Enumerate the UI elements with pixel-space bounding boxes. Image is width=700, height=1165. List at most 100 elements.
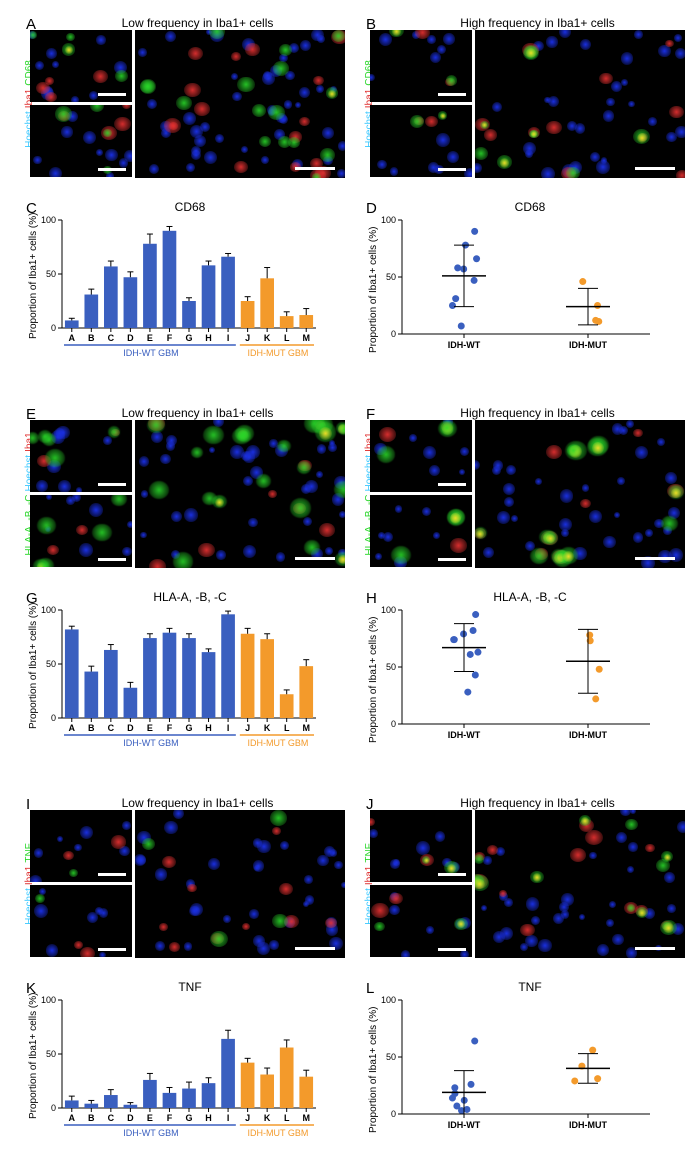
nucleus — [612, 934, 623, 945]
nucleus — [127, 521, 132, 528]
scalebar — [635, 947, 675, 950]
iba1-cell — [499, 890, 507, 897]
nucleus — [83, 131, 96, 144]
scalebar — [635, 557, 675, 560]
coloc — [338, 555, 345, 564]
marker-cell — [173, 552, 194, 568]
iba1-cell — [169, 942, 180, 951]
nucleus — [475, 460, 480, 470]
nucleus — [304, 875, 313, 884]
iba1-cell — [580, 499, 591, 509]
nucleus — [621, 52, 634, 65]
iba1-cell — [242, 923, 251, 931]
nucleus — [580, 39, 591, 50]
nucleus — [34, 848, 43, 857]
iba1-cell — [184, 83, 201, 97]
nucleus — [497, 511, 510, 524]
nucleus — [135, 854, 146, 866]
iba1-cell — [162, 856, 176, 868]
scalebar — [98, 558, 126, 561]
chart-title-C: CD68 — [60, 200, 320, 214]
marker-cell — [377, 446, 396, 463]
coloc — [447, 864, 456, 873]
iba1-cell — [520, 924, 535, 937]
iba1-cell — [187, 884, 197, 892]
nucleus — [541, 167, 554, 178]
svg-text:I: I — [227, 1113, 230, 1123]
svg-text:K: K — [264, 333, 271, 343]
iba1-cell — [371, 903, 389, 918]
nucleus — [423, 446, 436, 459]
nucleus — [401, 950, 410, 957]
nucleus — [232, 92, 241, 101]
nucleus — [339, 511, 345, 518]
nucleus — [616, 832, 627, 843]
svg-text:G: G — [185, 1113, 192, 1123]
iba1-cell — [272, 827, 281, 835]
iba1-cell — [198, 543, 214, 557]
nucleus — [79, 543, 93, 557]
nucleus — [96, 149, 103, 156]
scalebar — [438, 873, 466, 876]
nucleus — [183, 112, 196, 125]
svg-text:D: D — [127, 723, 134, 733]
marker-cell — [656, 859, 670, 872]
nucleus — [36, 480, 48, 492]
iba1-cell — [231, 52, 241, 61]
micrograph-B-large — [475, 30, 685, 178]
micrograph-I-large — [135, 810, 345, 958]
nucleus — [317, 855, 328, 866]
nucleus — [435, 831, 446, 842]
nucleus — [243, 545, 256, 558]
nucleus — [230, 445, 244, 459]
svg-text:H: H — [205, 333, 212, 343]
scalebar — [295, 947, 335, 950]
iba1-cell — [74, 941, 83, 949]
nucleus — [389, 905, 400, 916]
svg-text:50: 50 — [46, 269, 56, 279]
svg-text:D: D — [127, 1113, 134, 1123]
coloc — [671, 488, 681, 498]
scatter-chart-D: 050100IDH-WTIDH-MUT — [370, 214, 660, 358]
nucleus — [140, 532, 146, 538]
nucleus — [253, 935, 265, 947]
marker-cell — [410, 115, 424, 128]
iba1-cell — [389, 893, 403, 905]
svg-text:G: G — [185, 723, 192, 733]
nucleus — [71, 96, 79, 102]
nucleus — [89, 91, 98, 100]
svg-text:0: 0 — [391, 719, 396, 729]
panel-title-B: High frequency in Iba1+ cells — [380, 16, 695, 30]
nucleus — [147, 99, 157, 109]
nucleus — [436, 133, 449, 146]
iba1-cell — [665, 40, 674, 47]
nucleus — [171, 511, 182, 522]
marker-cell — [237, 77, 255, 93]
scalebar — [438, 168, 466, 171]
bar-chart-G: 050100ABCDEFGHIJKLMIDH-WT GBMIDH-MUT GBM — [30, 604, 320, 768]
scatter-chart-H: 050100IDH-WTIDH-MUT — [370, 604, 660, 748]
svg-text:100: 100 — [41, 215, 56, 225]
nucleus — [249, 909, 259, 919]
micrograph-A-large — [135, 30, 345, 178]
coloc — [482, 122, 487, 127]
svg-text:0: 0 — [391, 1109, 396, 1119]
svg-text:M: M — [302, 1113, 310, 1123]
marker-cell — [625, 819, 638, 831]
nucleus — [299, 87, 311, 99]
nucleus — [430, 52, 441, 63]
iba1-cell — [63, 851, 74, 860]
svg-text:IDH-WT GBM: IDH-WT GBM — [123, 348, 178, 358]
coloc — [637, 133, 647, 143]
iba1-cell — [669, 106, 684, 118]
nucleus — [155, 868, 168, 881]
nucleus — [204, 151, 217, 164]
nucleus — [378, 532, 385, 539]
scalebar — [438, 93, 466, 96]
coloc — [65, 46, 73, 54]
nucleus — [337, 169, 345, 178]
scalebar — [98, 948, 126, 951]
marker-cell — [312, 173, 321, 178]
nucleus — [667, 904, 676, 913]
nucleus — [49, 167, 62, 177]
